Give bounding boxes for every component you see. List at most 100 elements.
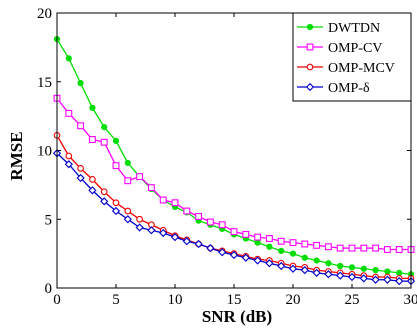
series-1-point [337, 262, 344, 270]
series-4-point [265, 259, 274, 268]
series-4-point [182, 237, 191, 246]
series-4-point [359, 274, 368, 283]
legend: DWTDN OMP-CV OMP-MCV OMP-δ [292, 12, 412, 102]
legend-marker [306, 43, 314, 51]
series-4-point [218, 248, 227, 257]
series-2-point [301, 240, 309, 248]
series-2 [53, 94, 415, 253]
series-4-point [100, 197, 109, 206]
x-tick-label: 20 [286, 292, 301, 308]
series-1-point [112, 137, 120, 144]
legend-marker [305, 82, 315, 92]
series-3-point [112, 199, 120, 207]
series-3-point [77, 165, 84, 172]
y-tick-label: 15 [37, 75, 52, 91]
y-tick-label: 0 [45, 281, 53, 297]
series-4-point [64, 160, 73, 169]
y-axis-title: RMSE [7, 131, 26, 180]
series-3-point [136, 215, 143, 223]
series-2-point [360, 244, 368, 252]
series-2-point [88, 136, 96, 143]
series-2-point [100, 138, 108, 146]
series-4 [52, 149, 416, 286]
series-2-point [289, 239, 297, 247]
x-tick-label: 30 [404, 292, 417, 308]
plot-frame [56, 12, 412, 289]
legend-item: OMP-MCV [297, 61, 395, 76]
legend-label: OMP-MCV [328, 61, 395, 76]
series-4-point [159, 228, 168, 238]
series-1-point [372, 267, 379, 274]
series-2-point [65, 109, 73, 117]
series-4-point [253, 256, 262, 265]
series-2-point [324, 243, 332, 251]
series-2-point [124, 177, 132, 185]
legend-label: OMP-CV [328, 41, 382, 56]
series-2-point [230, 228, 238, 236]
x-tick-label: 15 [227, 292, 242, 308]
series-1-point [101, 124, 108, 131]
series-1-point [278, 247, 285, 254]
series-2-point [218, 221, 226, 229]
series-4-point [76, 173, 85, 183]
series-2-point [112, 162, 120, 170]
y-tick-label: 20 [37, 6, 52, 22]
series-1-point [301, 254, 308, 261]
series-1-point [325, 260, 332, 267]
series-2-point [277, 237, 285, 245]
series-3-point [65, 152, 73, 160]
series-2-point [395, 246, 403, 253]
series-2-point [183, 207, 191, 215]
series-2-point [372, 244, 380, 252]
series-4-point [170, 233, 180, 242]
series-4-point [336, 271, 345, 280]
series-4-point [383, 275, 392, 284]
series-1-point [266, 243, 273, 250]
series-1-point [254, 239, 261, 246]
series-4-point [111, 206, 121, 216]
series-1-point [89, 104, 96, 111]
legend-item: DWTDN [297, 21, 380, 36]
series-2-point [313, 241, 321, 249]
series-4-point [147, 226, 156, 235]
series-4-point [135, 223, 144, 232]
x-tick-label: 25 [345, 292, 360, 308]
x-tick-label: 5 [112, 292, 120, 308]
series-2-point [265, 235, 273, 242]
series-1-point [124, 159, 131, 166]
axis-ticks: 0 5 10 15 20 25 30 0 5 10 15 20 [37, 6, 417, 308]
legend-item: OMP-CV [297, 41, 382, 56]
series-4-point [123, 215, 132, 224]
x-axis-title: SNR (dB) [202, 307, 272, 326]
series-4-point [194, 239, 203, 249]
legend-marker [306, 63, 314, 71]
series-2-point [242, 230, 250, 238]
series-2-point [336, 244, 344, 252]
series-2-point [383, 246, 391, 253]
series-1-point [360, 265, 367, 272]
series-4-point [88, 186, 97, 195]
series-2-point [254, 233, 262, 241]
series-layer [52, 36, 416, 286]
series-4-point [300, 266, 309, 275]
series-2-point [195, 213, 203, 220]
x-tick-label: 0 [53, 292, 61, 308]
series-2-point [171, 199, 179, 207]
series-4-point [347, 272, 357, 282]
y-tick-label: 10 [37, 144, 52, 160]
series-4-point [206, 244, 215, 253]
series-4-point [324, 270, 333, 279]
series-2-point [159, 196, 167, 204]
series-1-point [396, 269, 403, 276]
series-4-point [371, 275, 380, 284]
legend-item: OMP-δ [297, 81, 370, 96]
series-4-point [395, 277, 404, 286]
series-1-point [313, 257, 320, 264]
series-2-point [348, 244, 356, 252]
series-2-line [56, 97, 411, 251]
series-2-point [147, 184, 155, 192]
series-4-point [312, 268, 321, 277]
series-3-point [89, 176, 96, 183]
series-3-point [100, 188, 108, 196]
